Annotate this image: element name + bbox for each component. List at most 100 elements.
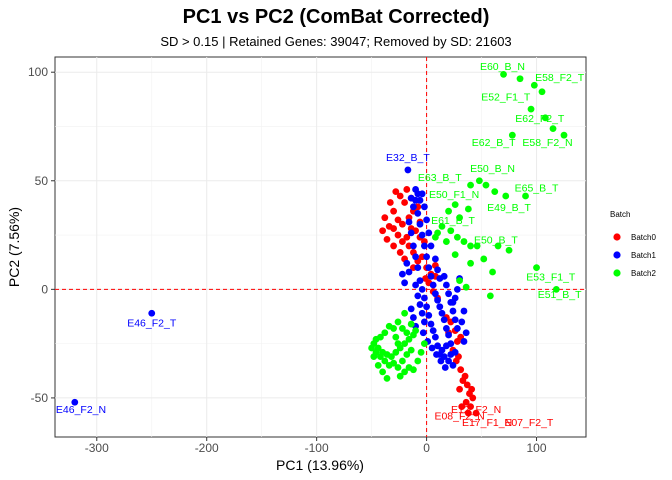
batch0-point <box>385 222 393 230</box>
batch1-point <box>420 203 428 211</box>
batch1-point <box>431 290 439 298</box>
batch0-point <box>401 199 409 206</box>
batch1-point <box>431 255 439 263</box>
batch0-point <box>386 199 394 206</box>
batch1-point <box>423 303 430 311</box>
batch1-point <box>416 301 424 308</box>
batch2-point <box>549 125 557 133</box>
batch1-point <box>440 272 448 280</box>
batch2-point-label: E61_B_T <box>431 215 475 227</box>
batch1-point <box>405 268 413 276</box>
batch2-point <box>522 192 529 200</box>
batch2-point <box>560 131 568 139</box>
batch1-point <box>412 186 419 193</box>
batch1-point <box>148 309 156 317</box>
batch0-point <box>394 216 402 224</box>
batch2-point <box>516 75 524 83</box>
batch2-point-label: E50_B_T <box>474 235 518 247</box>
batch1-point <box>416 220 424 228</box>
batch1-point <box>419 329 427 337</box>
x-tick-label: -300 <box>85 441 109 455</box>
batch1-point <box>438 309 446 317</box>
batch1-point <box>437 357 445 365</box>
batch1-point <box>418 231 426 239</box>
batch0-point <box>399 220 406 228</box>
batch1-point <box>427 320 435 328</box>
batch2-point <box>467 181 474 189</box>
batch2-point <box>394 340 402 348</box>
batch1-point <box>412 253 419 261</box>
batch2-point <box>377 353 384 361</box>
batch1-point <box>434 266 441 274</box>
batch0-point <box>461 372 469 380</box>
batch2-point-label: E63_B_T <box>418 172 462 184</box>
batch1-point <box>427 272 435 280</box>
batch2-point <box>394 318 402 326</box>
batch1-point <box>418 309 426 317</box>
batch2-legend-key <box>613 269 621 277</box>
x-tick-label: 100 <box>527 441 547 455</box>
batch2-point <box>486 292 494 300</box>
x-tick-label: 0 <box>423 441 430 455</box>
batch2-point <box>447 227 455 235</box>
batch0-point <box>390 242 398 250</box>
batch2-point <box>401 340 409 348</box>
batch1-point <box>409 314 417 321</box>
batch1-point <box>420 242 428 250</box>
batch1-point <box>449 307 457 315</box>
batch1-point <box>453 285 461 293</box>
batch1-point <box>425 312 433 319</box>
batch1-legend-label: Batch1 <box>631 251 656 260</box>
batch2-point <box>381 357 389 365</box>
batch1-point <box>414 264 422 272</box>
batch1-point <box>416 196 424 204</box>
batch0-point-label: E08_F2_N <box>434 411 484 423</box>
batch2-point <box>394 364 402 371</box>
batch1-point <box>429 281 437 289</box>
batch0-point <box>457 366 465 374</box>
batch2-point <box>491 188 499 196</box>
batch1-point <box>462 329 470 337</box>
batch2-point <box>407 346 415 354</box>
batch2-point <box>407 320 415 328</box>
batch2-point <box>399 357 406 365</box>
batch0-point <box>381 214 389 222</box>
batch2-point <box>500 70 507 78</box>
batch2-point <box>467 242 474 250</box>
y-tick-label: 0 <box>41 282 48 296</box>
batch0-point <box>422 275 429 282</box>
batch1-point-label: E32_B_T <box>386 152 430 164</box>
batch0-point <box>403 233 411 241</box>
batch2-point <box>383 374 391 382</box>
batch1-point <box>436 303 444 311</box>
batch2-point <box>399 325 406 332</box>
batch1-point <box>423 216 430 224</box>
batch1-point <box>451 348 459 356</box>
batch2-point <box>494 242 502 250</box>
batch0-legend-label: Batch0 <box>631 233 656 242</box>
batch2-point <box>396 372 404 380</box>
batch2-point <box>475 177 483 185</box>
batch0-point <box>464 409 472 417</box>
batch2-point-label: E53_F1_T <box>526 272 576 284</box>
batch2-point <box>388 353 395 361</box>
batch0-point-label: E12_F2_N <box>451 404 501 416</box>
batch1-point <box>442 281 450 289</box>
legend: Batch Batch0 Batch1 Batch2 <box>610 210 656 278</box>
batch1-point <box>404 166 412 174</box>
batch0-point <box>468 385 476 393</box>
batch0-point <box>469 394 477 402</box>
batch2-point <box>403 351 411 358</box>
batch1-point <box>433 351 440 358</box>
batch1-point <box>438 346 446 354</box>
batch2-point <box>442 238 450 245</box>
batch1-point <box>449 361 457 369</box>
batch1-point <box>445 357 452 365</box>
batch2-point-label: E65_B_T <box>515 183 559 195</box>
batch2-point <box>480 255 488 263</box>
batch0-point <box>390 207 398 215</box>
batch1-point <box>71 398 79 406</box>
batch2-point-label: E60_B_N <box>480 61 525 73</box>
batch1-point <box>414 292 422 300</box>
